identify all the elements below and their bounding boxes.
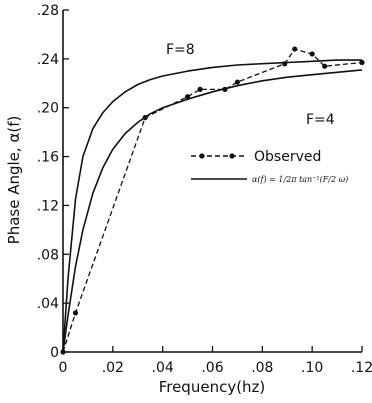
series-group (62, 48, 363, 353)
legend: Observed α(f) = 1/2π tan⁻¹(F/2 ω) (191, 149, 348, 184)
legend-observed-marker (199, 153, 205, 159)
x-tick-label: .08 (251, 360, 273, 376)
observed-point (72, 310, 79, 316)
x-tick-label: .12 (351, 360, 372, 376)
x-tick-label: .06 (201, 360, 223, 376)
observed-markers (60, 46, 365, 355)
observed-point (309, 51, 315, 57)
observed-point (234, 79, 241, 85)
curve-label-f4: F=4 (306, 112, 335, 128)
y-tick-label: .20 (37, 101, 59, 117)
y-tick-label: .28 (37, 3, 59, 19)
model-curve-f8 (62, 59, 362, 353)
observed-point (197, 86, 203, 92)
observed-point (142, 114, 148, 121)
y-tick-label: .12 (37, 198, 59, 214)
legend-model-label: α(f) = 1/2π tan⁻¹(F/2 ω) (252, 175, 348, 184)
y-tick-label: .24 (37, 52, 59, 68)
x-tick-label: .10 (301, 360, 323, 376)
observed-point (322, 63, 328, 69)
curve-label-f8: F=8 (166, 42, 195, 58)
y-tick-label: .16 (37, 150, 59, 166)
observed-point (292, 46, 298, 52)
y-tick-label: 0 (50, 345, 59, 361)
x-axis-title: Frequency(hz) (159, 378, 266, 396)
observed-point (184, 94, 191, 100)
legend-observed-marker (229, 153, 235, 159)
x-tick-label: .02 (102, 360, 124, 376)
observed-point (60, 349, 66, 355)
y-tick-label: .08 (37, 247, 59, 263)
observed-point (282, 61, 288, 67)
observed-point (359, 59, 365, 66)
x-tick-label: .04 (152, 360, 174, 376)
y-axis-title: Phase Angle, α(f) (5, 116, 23, 245)
observed-series-line (62, 48, 363, 353)
x-tick-label: 0 (59, 360, 68, 376)
legend-observed-label: Observed (254, 149, 321, 165)
y-tick-label: .04 (37, 296, 59, 312)
model-curve-f4 (62, 69, 363, 353)
observed-point (222, 86, 228, 92)
tick-marks: 0 .04 .08 .12 .16 .20 .24 .28 0 .02 .04 .06 .08 .10 .1… (37, 3, 372, 376)
